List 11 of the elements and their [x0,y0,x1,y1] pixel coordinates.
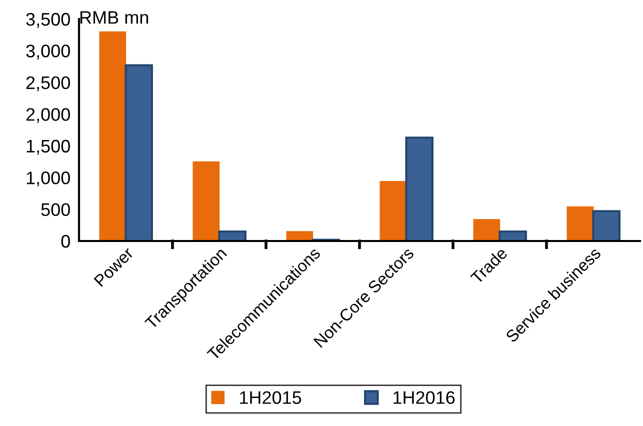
legend-label: 1H2015 [240,391,302,404]
y-tick-label: 1,000 [26,172,70,186]
y-tick-label: 500 [41,203,70,216]
y-tick-label: 2,500 [26,76,70,92]
y-tick-label: 3,500 [26,12,70,28]
legend-label: 1H2016 [394,391,455,404]
y-tick-label: 3,000 [26,44,70,60]
y-tick-label: 2,000 [26,108,70,123]
y-tick-label: 0 [61,234,70,248]
y-tick-label: 1,500 [26,140,70,155]
y-axis-title: RMB mn [80,11,148,24]
